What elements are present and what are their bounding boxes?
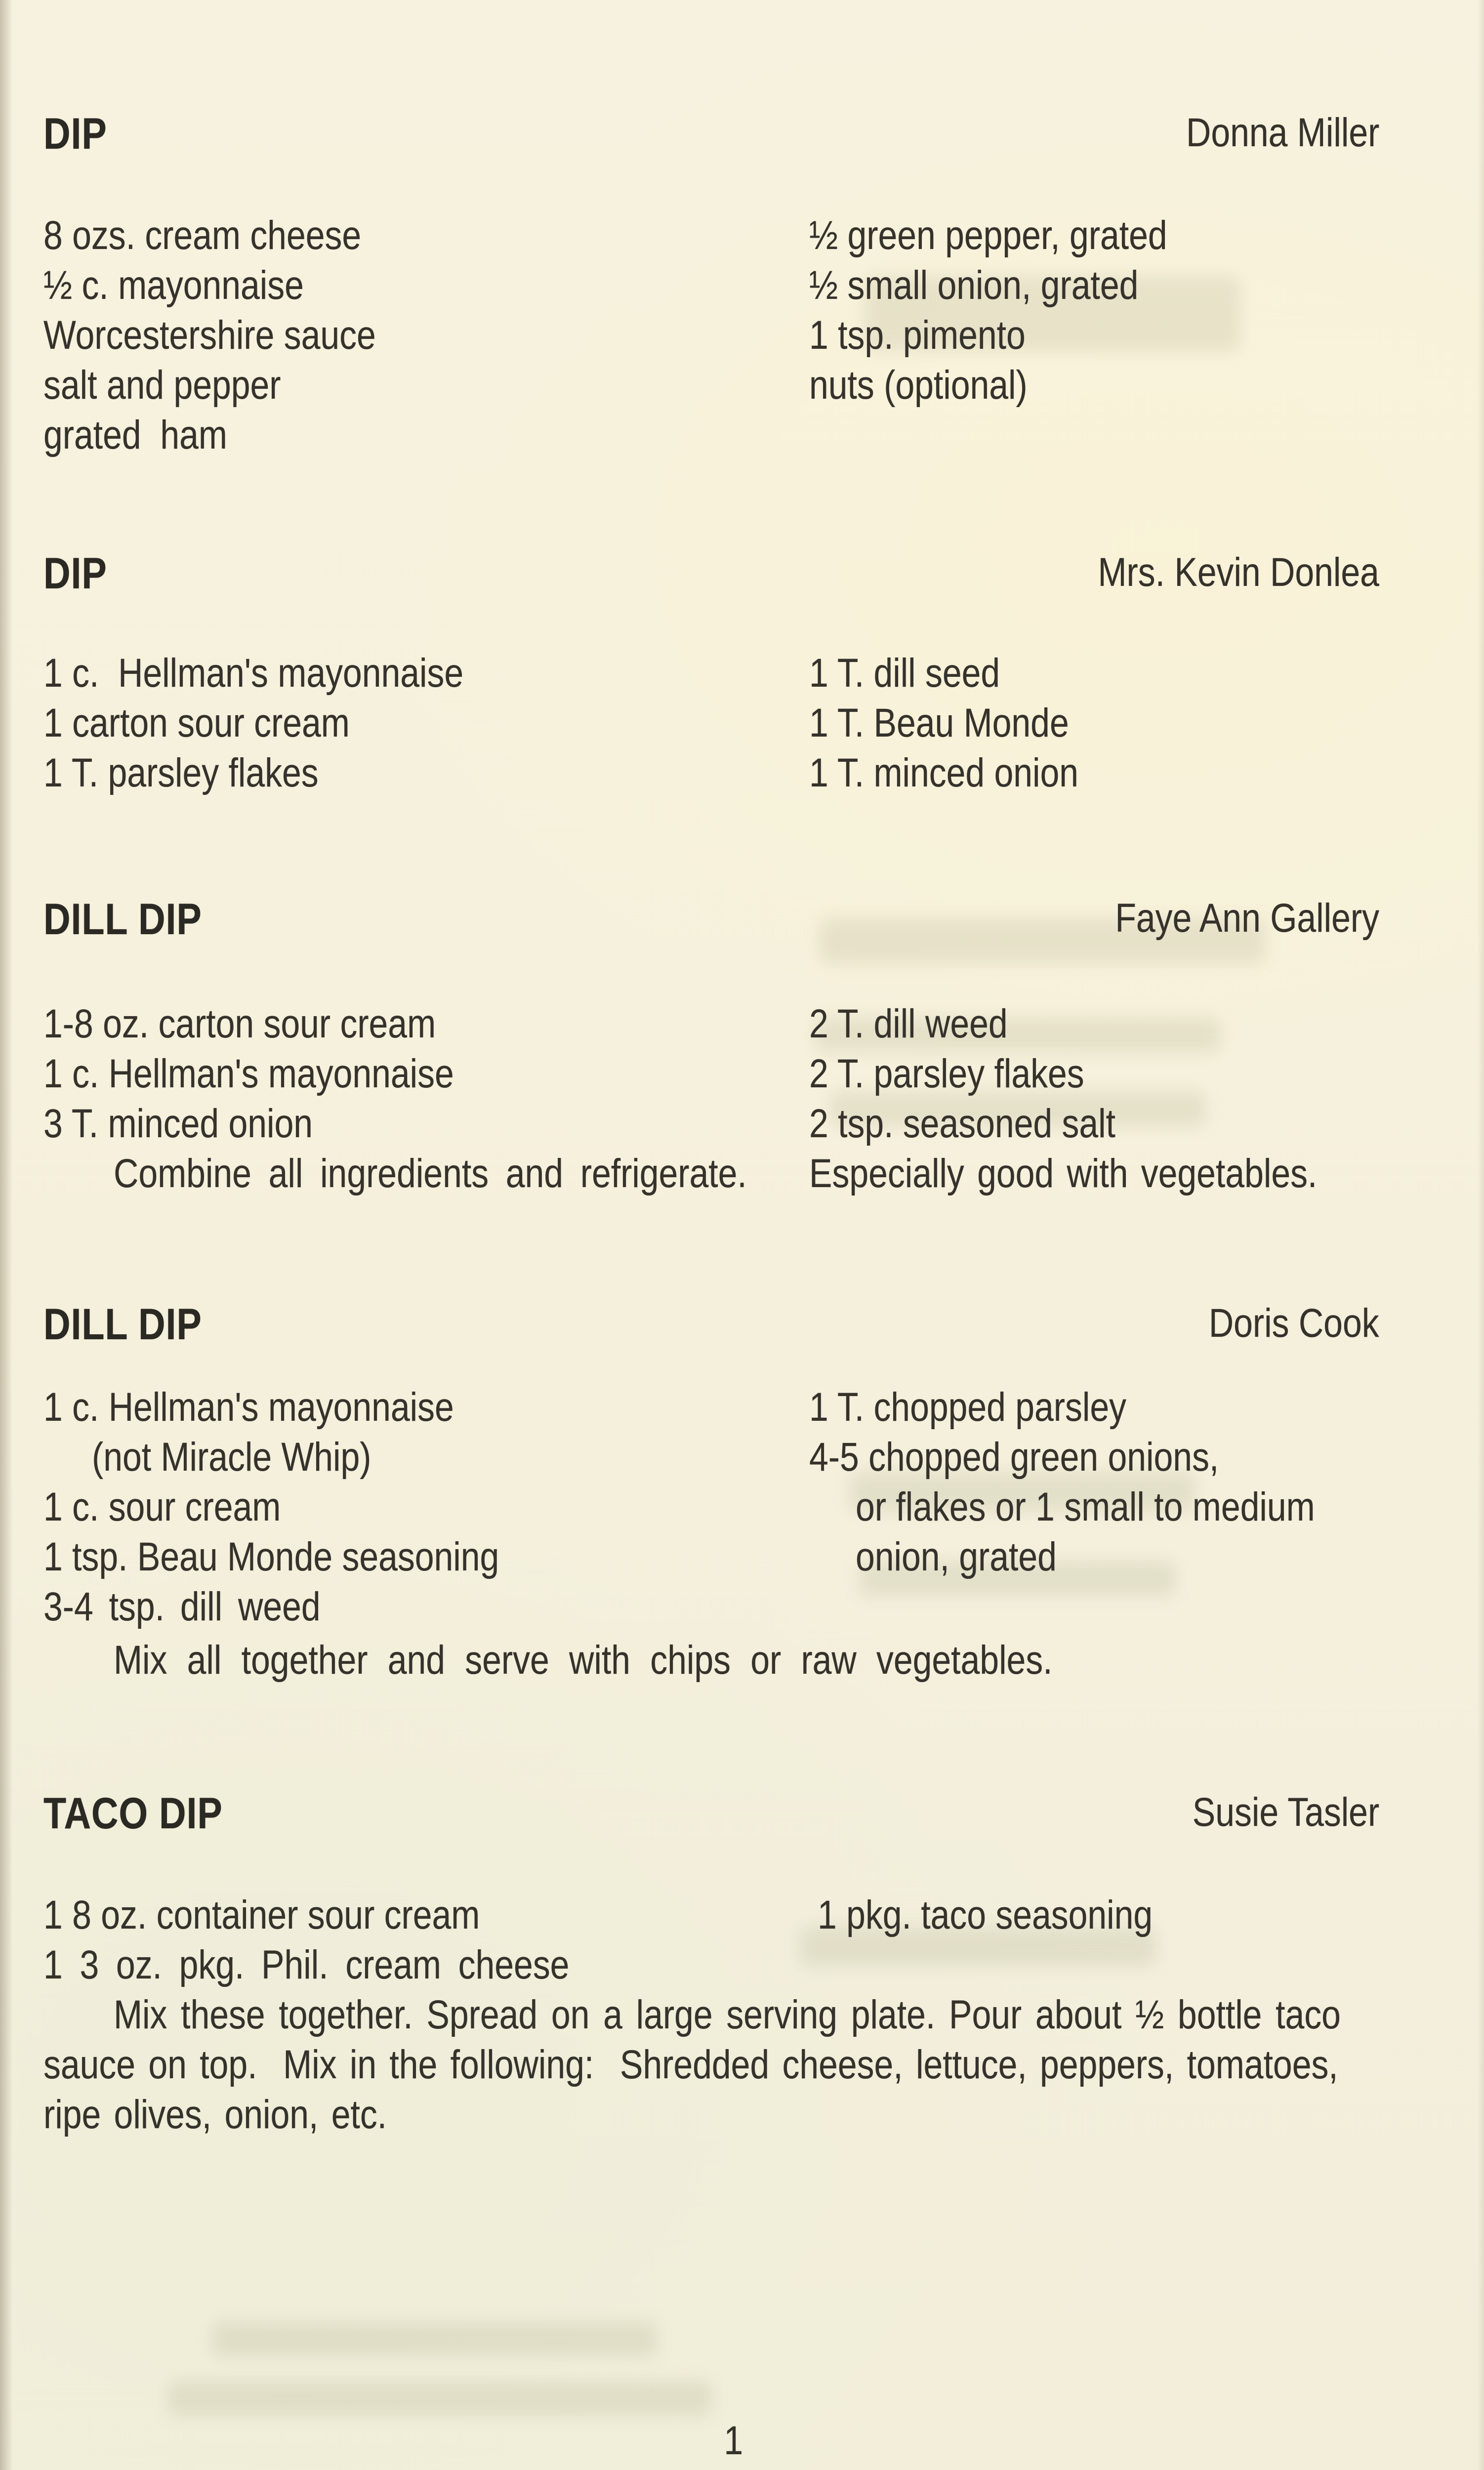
recipe-contributor: Donna Miller [0,108,1379,158]
recipe-title-text: DIP [43,109,107,158]
ingredient-line: 1 tsp. Beau Monde seasoning [43,1534,499,1579]
instruction-line: Especially good with vegetables. [809,1151,1318,1196]
ingredient-line: 1-8 oz. carton sour cream [43,1001,436,1046]
instruction-line: Combine all ingredients and refrigerate. [114,1151,747,1196]
recipe-title: TACO DIP [43,1788,254,1838]
contributor-name: Donna Miller [1186,110,1379,155]
ingredient-line: ½ small onion, grated [809,263,1139,308]
ingredient-line: ½ c. mayonnaise [43,263,304,308]
ingredient-line: 1 T. dill seed [809,651,1000,696]
ingredient-line: ½ green pepper, grated [809,213,1167,258]
recipe-title: DIP [43,109,118,159]
ingredient-line: 1 8 oz. container sour cream [43,1893,480,1937]
scan-edge-right [1477,0,1484,2470]
recipe-contributor: Faye Ann Gallery [0,893,1379,943]
ingredient-line: 2 tsp. seasoned salt [809,1101,1115,1146]
contributor-name: Faye Ann Gallery [1115,896,1379,941]
instruction-line: Mix all together and serve with chips or… [114,1638,1053,1683]
recipe-title-text: DIP [43,548,107,598]
contributor-name: Susie Tasler [1192,1790,1379,1835]
ingredient-line: 1 T. minced onion [809,750,1079,795]
contributor-name: Doris Cook [1209,1301,1379,1346]
ingredient-line: 1 tsp. pimento [809,313,1026,358]
ingredient-line: Worcestershire sauce [43,313,376,358]
ingredient-line: 2 T. parsley flakes [809,1051,1084,1096]
ingredient-line-indented: (not Miracle Whip) [92,1435,371,1480]
scan-edge-left [0,0,13,2470]
ingredient-line: 1 pkg. taco seasoning [818,1893,1153,1937]
recipe-contributor: Mrs. Kevin Donlea [0,547,1379,597]
instruction-line: ripe olives, onion, etc. [43,2092,387,2137]
recipe-title: DILL DIP [43,894,230,944]
recipe-title: DILL DIP [43,1299,230,1349]
recipe-title-text: DILL DIP [43,894,202,944]
recipe-contributor: Doris Cook [0,1298,1379,1348]
bleed-through-smudge [212,2322,657,2356]
ingredient-line-indented: or flakes or 1 small to medium [856,1484,1315,1529]
ingredient-line: nuts (optional) [809,363,1028,408]
instruction-line: Mix these together. Spread on a large se… [114,1992,1341,2037]
recipe-title: DIP [43,548,118,598]
ingredient-line: 4-5 chopped green onions, [809,1435,1219,1480]
ingredient-line: 1 c. Hellman's mayonnaise [43,1385,454,1430]
ingredient-line: 3-4 tsp. dill weed [43,1584,321,1629]
ingredient-line: 1 T. parsley flakes [43,750,319,795]
ingredient-line: 8 ozs. cream cheese [43,213,362,258]
bleed-through-smudge [168,2381,711,2416]
recipe-title-text: TACO DIP [43,1788,223,1838]
page-number: 1 [724,2418,743,2463]
recipe-title-text: DILL DIP [43,1299,202,1349]
ingredient-line: 1 T. Beau Monde [809,700,1069,745]
contributor-name: Mrs. Kevin Donlea [1098,550,1379,595]
ingredient-line: salt and pepper [43,363,281,408]
ingredient-line: 1 carton sour cream [43,700,350,745]
ingredient-line: 1 c. sour cream [43,1484,281,1529]
ingredient-line: 1 c. Hellman's mayonnaise [43,1051,454,1096]
ingredient-line: 1 3 oz. pkg. Phil. cream cheese [43,1942,570,1987]
ingredient-line: 1 T. chopped parsley [809,1385,1126,1430]
ingredient-line-indented: onion, grated [856,1534,1057,1579]
ingredient-line: 1 c. Hellman's mayonnaise [43,651,464,696]
recipe-contributor: Susie Tasler [0,1787,1379,1837]
ingredient-line: 2 T. dill weed [809,1001,1008,1046]
ingredient-line: 3 T. minced onion [43,1101,313,1146]
instruction-line: sauce on top. Mix in the following: Shre… [43,2042,1338,2087]
ingredient-line: grated ham [43,412,227,457]
